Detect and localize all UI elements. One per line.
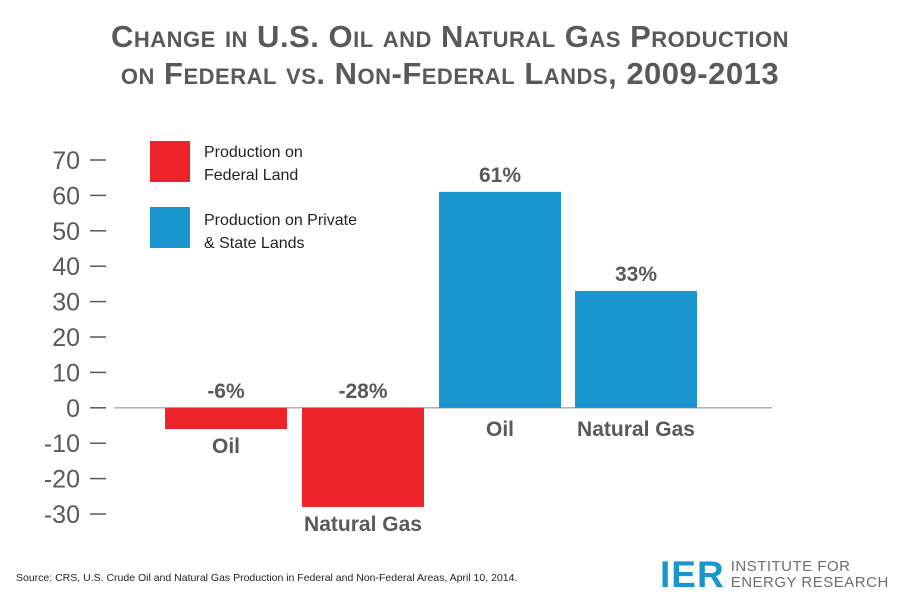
y-tick-label: 0 (66, 395, 80, 423)
logo-text-line1: INSTITUTE FOR (730, 557, 851, 575)
y-tick-label: -30 (44, 501, 80, 529)
chart-title: Change in U.S. Oil and Natural Gas Produ… (0, 18, 900, 92)
legend-label-federal-line1: Production on (204, 144, 303, 161)
legend-label-federal-line2: Federal Land (204, 167, 298, 184)
legend-label-private-line1: Production on Private (204, 212, 357, 229)
chart-title-line1: Change in U.S. Oil and Natural Gas Produ… (111, 19, 789, 54)
y-tick-label: 20 (52, 324, 80, 352)
bar-value-label: -28% (338, 380, 387, 403)
y-tick-label: 70 (52, 147, 80, 175)
bar-federal-oil (165, 407, 287, 430)
legend-swatch-private (150, 207, 190, 248)
bar-private-natural-gas (575, 290, 697, 408)
logo-text: INSTITUTE FOR ENERGY RESEARCH (730, 557, 889, 591)
bar-value-label: 61% (479, 164, 521, 187)
y-tick-label: 60 (52, 182, 80, 210)
bar-value-label: -6% (207, 380, 245, 403)
legend-label-private-line2: & State Lands (204, 235, 305, 252)
bar-category-label: Oil (212, 435, 240, 458)
legend-swatch-federal (150, 141, 190, 182)
bar-federal-natural-gas (302, 407, 424, 507)
ier-logo: IER INSTITUTE FOR ENERGY RESEARCH (660, 556, 889, 593)
logo-text-line2: ENERGY RESEARCH (730, 573, 889, 591)
chart-title-line2: on Federal vs. Non-Federal Lands, 2009-2… (120, 56, 780, 91)
bar-category-label: Oil (486, 418, 514, 441)
y-tick-label: 50 (52, 218, 80, 246)
y-tick-label: -10 (44, 430, 80, 458)
logo-mark: IER (660, 554, 725, 595)
source-note: Source: CRS, U.S. Crude Oil and Natural … (16, 572, 518, 584)
bar-category-label: Natural Gas (577, 418, 695, 441)
y-tick-label: 30 (52, 289, 80, 317)
y-tick-label: 40 (52, 253, 80, 281)
y-tick-label: 10 (52, 359, 80, 387)
bar-value-label: 33% (615, 263, 657, 286)
y-tick-label: -20 (44, 466, 80, 494)
bar-private-oil (439, 191, 561, 408)
bar-category-label: Natural Gas (304, 513, 422, 536)
